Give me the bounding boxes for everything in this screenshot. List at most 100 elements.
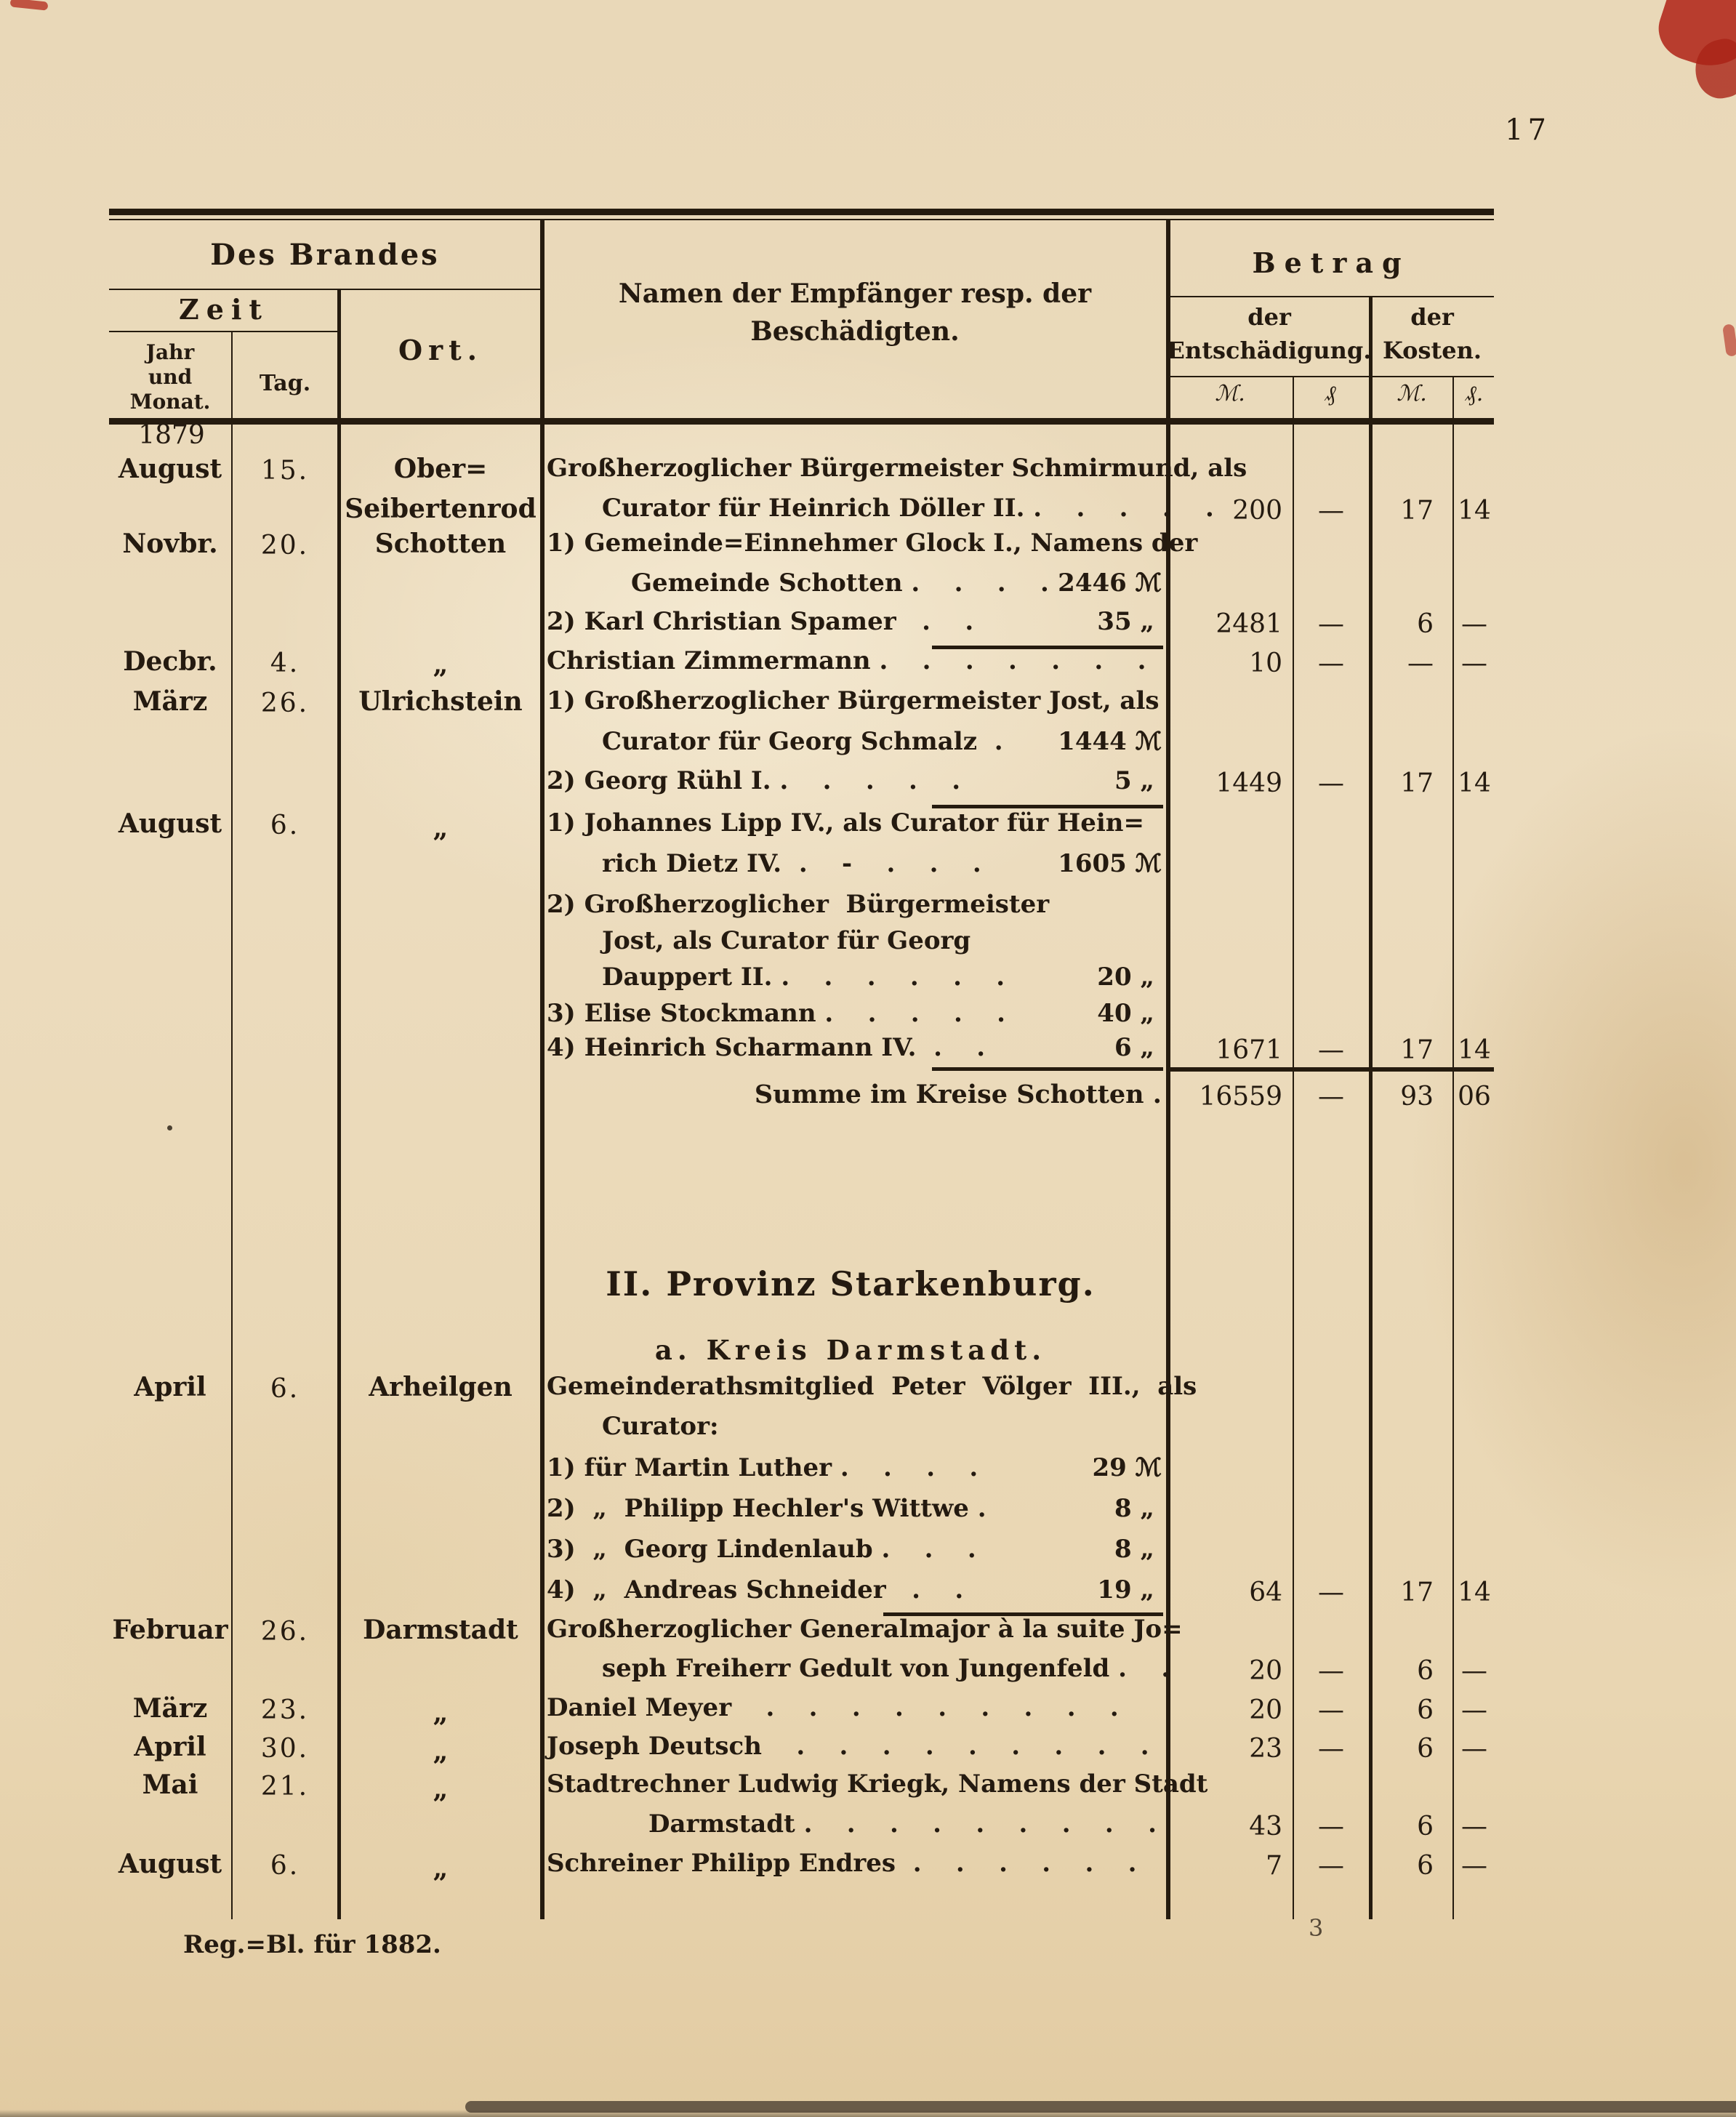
names-line: 1) Gemeinde=Einnehmer Glock I., Namens d… — [547, 529, 1198, 558]
scan-shadow-bottom-edge — [0, 2110, 1736, 2117]
header-kosten-mark-symbol: ℳ. — [1397, 381, 1427, 406]
table-top-rule-thin — [109, 219, 1494, 220]
entschaedigung-mark-value: 7 — [1266, 1851, 1282, 1881]
names-line: 3) „ Georg Lindenlaub . . . — [547, 1535, 976, 1564]
row-day: 6. — [270, 1374, 300, 1404]
names-line: seph Freiherr Gedult von Jungenfeld . . — [602, 1654, 1170, 1683]
names-line: 2) Georg Rühl I. . . . . . — [547, 766, 961, 795]
kosten-mark-value: 6 — [1417, 1851, 1434, 1881]
names-line: 1) Großherzoglicher Bürgermeister Jost, … — [547, 686, 1160, 715]
row-day: 23. — [260, 1695, 310, 1725]
row-month: März — [132, 1693, 208, 1724]
sum-underline — [932, 1067, 1163, 1071]
row-day: 4. — [270, 648, 300, 678]
entschaedigung-pfennig-value: — — [1318, 648, 1344, 678]
row-ort-ditto: „ — [433, 813, 449, 843]
rule-under-betrag-subheads — [1168, 376, 1494, 377]
page-number: 17 — [1505, 113, 1551, 147]
summe-entschaedigung-mark: 16559 — [1199, 1082, 1282, 1112]
row-ort: Darmstadt — [363, 1615, 518, 1645]
row-ort: Ulrichstein — [358, 686, 523, 717]
entschaedigung-pfennig-value: — — [1318, 496, 1344, 526]
header-entsch: Entschädigung. — [1167, 337, 1372, 364]
names-line: Gemeinderathsmitglied Peter Völger III.,… — [547, 1372, 1197, 1401]
names-line: 4) „ Andreas Schneider . . — [547, 1575, 964, 1604]
row-day: 6. — [270, 811, 300, 840]
section-heading: II. Provinz Starkenburg. — [606, 1264, 1096, 1303]
names-line: 3) Elise Stockmann . . . . . — [547, 999, 1005, 1028]
names-line-amount: 8 „ — [1114, 1535, 1154, 1564]
entschaedigung-mark-value: 64 — [1249, 1578, 1282, 1607]
row-ort: Seibertenrod — [345, 494, 537, 524]
entschaedigung-pfennig-value: — — [1318, 1734, 1344, 1764]
entschaedigung-mark-value: 20 — [1249, 1695, 1282, 1725]
names-line: Großherzoglicher Generalmajor à la suite… — [547, 1615, 1183, 1644]
names-line-amount: 6 „ — [1114, 1033, 1154, 1062]
row-day: 26. — [260, 1617, 310, 1647]
names-line-amount: 35 „ — [1097, 607, 1154, 636]
names-line: Curator für Heinrich Döller II. . . . . … — [602, 494, 1214, 523]
header-entsch-der: der — [1247, 303, 1291, 331]
names-line-amount: 29 ℳ — [1092, 1453, 1162, 1482]
header-jahr-line1: Jahr — [145, 340, 195, 364]
red-ink-tick-right-edge — [1722, 324, 1736, 357]
kosten-mark-value: 17 — [1400, 496, 1434, 526]
header-tag: Tag. — [259, 371, 311, 396]
entschaedigung-mark-value: 1671 — [1215, 1035, 1282, 1065]
entschaedigung-mark-value: 10 — [1249, 648, 1282, 678]
entschaedigung-pfennig-value: — — [1318, 1812, 1344, 1841]
kosten-pfennig-value: — — [1461, 1656, 1487, 1686]
names-line: Jost, als Curator für Georg — [602, 926, 971, 955]
divider-ort-namen — [540, 220, 544, 1919]
row-day: 20. — [260, 531, 310, 561]
entschaedigung-pfennig-value: — — [1318, 768, 1344, 798]
header-jahr-line3: Monat. — [129, 390, 211, 414]
kosten-pfennig-value: — — [1461, 1695, 1487, 1725]
summe-entschaedigung-pfennig: — — [1318, 1082, 1344, 1112]
entschaedigung-mark-value: 20 — [1249, 1656, 1282, 1686]
table-top-rule-thick — [109, 209, 1494, 215]
sum-underline — [883, 1612, 1163, 1616]
row-ort-ditto: „ — [433, 649, 449, 680]
year-label: 1879 — [138, 420, 205, 450]
summe-kosten-pfennig: 06 — [1458, 1082, 1491, 1112]
names-line: Stadtrechner Ludwig Kriegk, Namens der S… — [547, 1769, 1208, 1799]
header-kosten-pfennig-symbol: ₰. — [1465, 381, 1484, 406]
kosten-mark-value: 6 — [1417, 1656, 1434, 1686]
names-line: Gemeinde Schotten . . . . — [631, 569, 1049, 598]
kosten-pfennig-value: 14 — [1458, 768, 1491, 798]
kosten-pfennig-value: 14 — [1458, 1035, 1491, 1065]
divider-entsch-kosten — [1369, 297, 1373, 1919]
entschaedigung-pfennig-value: — — [1318, 609, 1344, 639]
summe-total-rule — [1168, 1067, 1494, 1072]
kosten-pfennig-value: — — [1461, 648, 1487, 678]
divider-tag-ort — [337, 290, 341, 1919]
entschaedigung-pfennig-value: — — [1318, 1578, 1344, 1607]
row-month: Decbr. — [123, 646, 217, 677]
kosten-pfennig-value: 14 — [1458, 1578, 1491, 1607]
divider-entsch-mark-pf — [1293, 377, 1294, 1919]
names-line: Schreiner Philipp Endres . . . . . . — [547, 1849, 1137, 1878]
kosten-pfennig-value: — — [1461, 1812, 1487, 1841]
kosten-mark-value: 17 — [1400, 1035, 1434, 1065]
names-line: 1) Johannes Lipp IV., als Curator für He… — [547, 808, 1144, 837]
names-line-amount: 40 „ — [1097, 999, 1154, 1028]
summe-kosten-mark: 93 — [1400, 1082, 1434, 1112]
entschaedigung-pfennig-value: — — [1318, 1035, 1344, 1065]
kosten-mark-value: — — [1407, 648, 1434, 678]
entschaedigung-pfennig-value: — — [1318, 1656, 1344, 1686]
names-line-amount: 1444 ℳ — [1058, 727, 1162, 756]
row-day: 6. — [270, 1851, 300, 1881]
row-month: März — [132, 686, 208, 717]
names-line: 2) „ Philipp Hechler's Wittwe . — [547, 1494, 986, 1523]
names-line-amount: 8 „ — [1114, 1494, 1154, 1523]
row-ort-ditto: „ — [433, 1774, 449, 1804]
row-month: August — [118, 1849, 222, 1879]
header-kosten: Kosten. — [1382, 337, 1482, 364]
names-line: Joseph Deutsch . . . . . . . . . — [547, 1732, 1149, 1761]
row-ort-ditto: „ — [433, 1853, 449, 1884]
header-zeit: Zeit — [179, 293, 269, 326]
entschaedigung-mark-value: 200 — [1232, 496, 1282, 526]
names-line: Curator für Georg Schmalz . — [602, 727, 1003, 756]
